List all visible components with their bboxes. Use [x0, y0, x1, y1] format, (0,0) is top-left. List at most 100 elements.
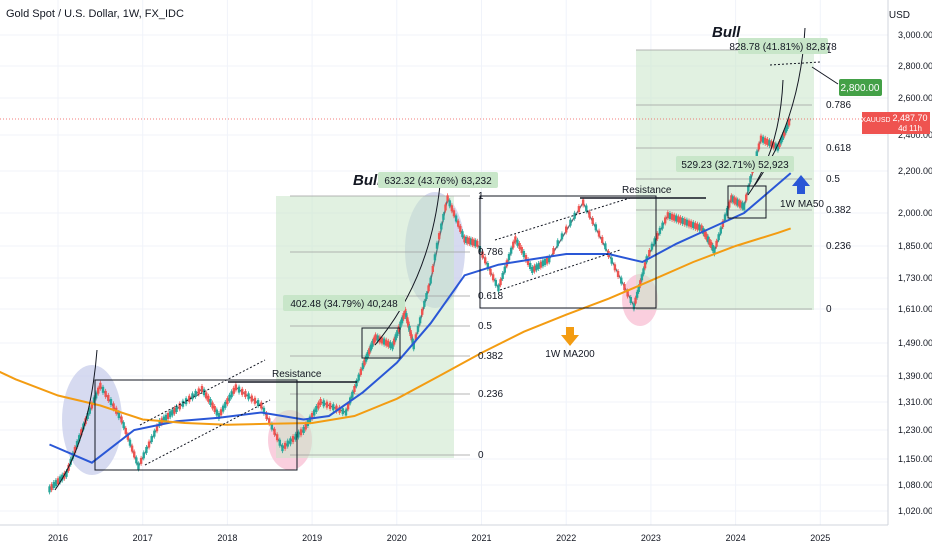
candle-body [158, 420, 161, 426]
candle-body [50, 484, 53, 491]
candle-body [427, 285, 430, 292]
candle-body [446, 195, 449, 202]
x-tick-label[interactable]: 2021 [471, 533, 491, 543]
labels: 1 1 0.786 0.786 0.618 0.618 0.5 0.5 0.382 0.382 0.… [0, 24, 888, 461]
candle-body [275, 434, 279, 441]
x-tick-label[interactable]: 2019 [302, 533, 322, 543]
currency-label[interactable]: USD [888, 10, 910, 21]
candle-body [56, 478, 60, 485]
x-tick-label[interactable]: 2020 [387, 533, 407, 543]
candle-body [181, 400, 185, 407]
candle-body [653, 238, 656, 245]
candle-body [372, 337, 376, 344]
candle-body [407, 321, 410, 328]
candle-body [332, 404, 335, 411]
y-tick-label[interactable]: 2,600.00 [898, 93, 932, 103]
candle-body [747, 185, 750, 192]
y-tick-label[interactable]: 1,150.00 [898, 454, 932, 464]
candle-body [675, 215, 678, 222]
candle-body [217, 413, 221, 419]
candle-body [120, 416, 123, 423]
y-tick-label[interactable]: 1,490.00 [898, 338, 932, 348]
candle-body [226, 398, 229, 405]
x-tick-label[interactable]: 2017 [133, 533, 153, 543]
candle-body [368, 348, 371, 355]
y-tick-label[interactable]: 2,800.00 [898, 61, 932, 71]
candle-body [738, 200, 741, 207]
y-tick-label[interactable]: 1,080.00 [898, 480, 932, 490]
candle-body [173, 407, 176, 414]
x-tick-label[interactable]: 2023 [641, 533, 661, 543]
candle-body [133, 451, 136, 458]
candle-body [744, 194, 748, 201]
candle-body [391, 343, 394, 350]
y-tick-label[interactable]: 1,310.00 [898, 397, 932, 407]
candle-body [250, 395, 253, 402]
x-tick-label[interactable]: 2024 [726, 533, 746, 543]
candle-body [142, 452, 145, 459]
fib-level-label: 1 [478, 191, 484, 202]
candle-body [565, 226, 568, 233]
ma200-line [0, 227, 792, 426]
candle-body [469, 238, 473, 245]
candle-body [683, 218, 686, 225]
candle-body [294, 433, 297, 440]
candle-body [394, 334, 397, 341]
y-tick-label[interactable]: 1,230.00 [898, 425, 932, 435]
candle-body [406, 317, 409, 324]
candle-body [454, 215, 458, 222]
y-tick-label[interactable]: 2,400.00 [898, 130, 932, 140]
candle-body [463, 236, 466, 243]
candle-body [666, 212, 670, 219]
candle-body [520, 247, 523, 253]
candle-body [435, 242, 439, 249]
candle-body [600, 236, 604, 243]
x-tick-label[interactable]: 2016 [48, 533, 68, 543]
candle-body [658, 227, 662, 234]
parabolic-arc-2024-inner [747, 79, 784, 196]
candle-body [262, 407, 266, 414]
candle-body [150, 436, 153, 443]
y-tick-label[interactable]: 1,850.00 [898, 241, 932, 251]
measure-box [378, 172, 498, 188]
candle-body [232, 387, 235, 394]
candle-body [723, 214, 727, 221]
candle-body [497, 285, 500, 292]
candle-body [265, 413, 268, 419]
candle-body [759, 135, 763, 142]
candle-body [366, 351, 369, 358]
measure-box [283, 295, 405, 311]
candle-body [80, 429, 83, 436]
y-tick-label[interactable]: 2,000.00 [898, 208, 932, 218]
candle-body [731, 196, 735, 203]
x-tick-label[interactable]: 2025 [810, 533, 830, 543]
candle-body [452, 210, 456, 217]
ma50-label: 1W MA50 [780, 199, 824, 210]
candle-body [677, 216, 680, 223]
y-tick-label[interactable]: 3,000.00 [898, 30, 932, 40]
channel-bottom-2021 [499, 249, 621, 291]
candle-body [270, 423, 274, 430]
candle-body [450, 205, 454, 212]
fib-level-label: 0 [478, 450, 484, 461]
candle-body [353, 386, 356, 392]
candle-body [507, 254, 511, 260]
y-tick-label[interactable]: 1,610.00 [898, 304, 932, 314]
candle-body [425, 293, 428, 300]
x-tick-label[interactable]: 2022 [556, 533, 576, 543]
candle-body [685, 219, 689, 226]
candle-body [351, 391, 354, 398]
candle-body [679, 217, 682, 224]
candle-body [522, 251, 526, 257]
candle-body [689, 221, 693, 228]
y-tick-label[interactable]: 1,020.00 [898, 506, 932, 516]
candle-body [90, 402, 94, 409]
candle-body [650, 243, 654, 250]
y-tick-label[interactable]: 1,730.00 [898, 273, 932, 283]
y-tick-label[interactable]: 1,390.00 [898, 371, 932, 381]
candle-body [162, 416, 166, 423]
y-tick-label[interactable]: 2,200.00 [898, 166, 932, 176]
candle-body [371, 340, 374, 347]
x-tick-label[interactable]: 2018 [217, 533, 237, 543]
